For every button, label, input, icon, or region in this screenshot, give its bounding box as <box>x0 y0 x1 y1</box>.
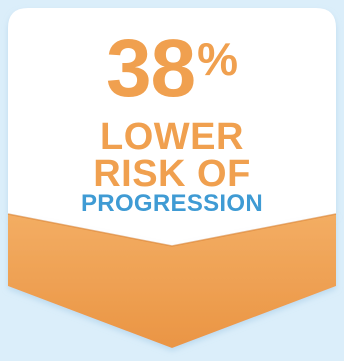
caption-line-1: LOWER <box>100 116 244 158</box>
stat-number: 38 <box>105 23 196 114</box>
badge-card <box>8 8 336 292</box>
stat-value: 38% <box>0 28 344 110</box>
caption-line-2: RISK OF <box>93 153 251 195</box>
badge-chevron <box>8 214 336 348</box>
caption-line-3: PROGRESSION <box>81 190 263 217</box>
stat-unit: % <box>197 33 239 85</box>
